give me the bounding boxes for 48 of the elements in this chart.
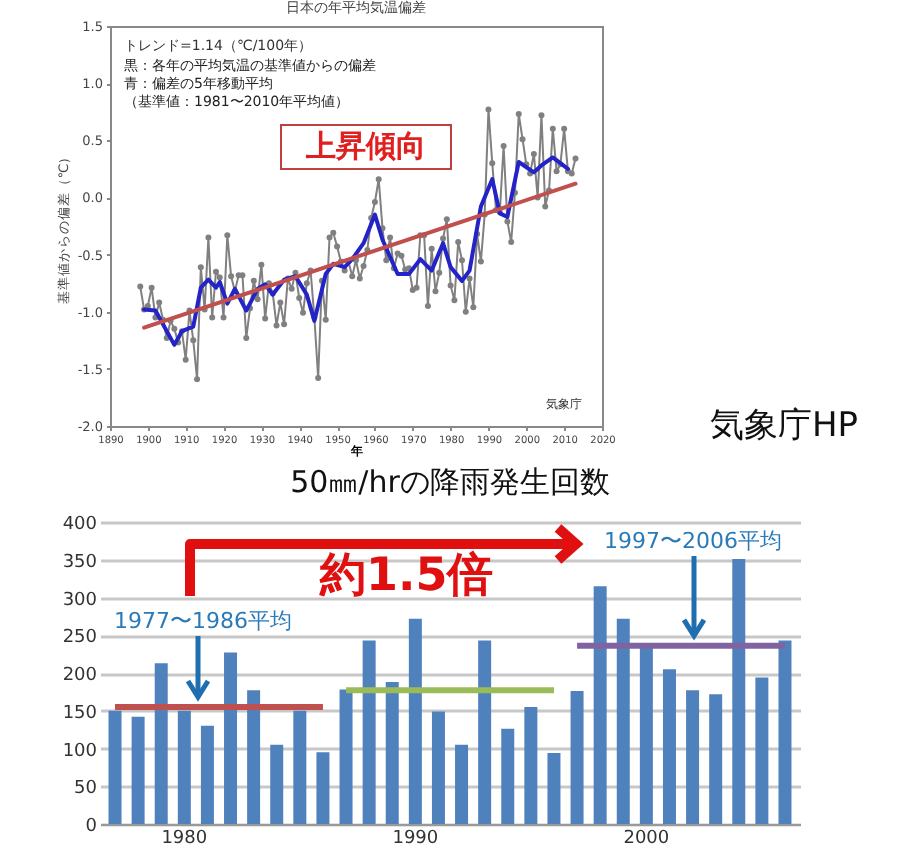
annotation: 1977〜1986平均 xyxy=(114,608,292,634)
bar xyxy=(154,663,168,824)
y-tick-label: 300 xyxy=(62,590,98,611)
bar xyxy=(224,652,238,824)
text: 気象庁HP xyxy=(710,406,859,446)
bar xyxy=(593,586,607,824)
bar xyxy=(385,682,399,824)
bar xyxy=(778,640,792,824)
x-tick-label: 1980 xyxy=(161,829,208,849)
bar xyxy=(662,669,676,824)
bar xyxy=(408,618,422,824)
bar xyxy=(455,744,469,824)
y-tick-label: 400 xyxy=(62,515,98,535)
bar xyxy=(431,711,445,824)
bar xyxy=(616,618,630,824)
bar xyxy=(339,689,353,824)
bar xyxy=(177,710,191,824)
bar xyxy=(362,640,376,824)
bar xyxy=(108,710,122,824)
x-tick-label: 1990 xyxy=(392,829,439,849)
y-tick-label: 250 xyxy=(62,628,98,649)
bar xyxy=(293,710,307,824)
bar xyxy=(131,716,145,824)
y-tick-label: 200 xyxy=(62,666,98,686)
annotation: 約1.5倍 xyxy=(320,550,494,602)
bar xyxy=(501,728,515,824)
bar xyxy=(709,694,723,824)
y-tick-label: 0 xyxy=(85,817,98,837)
bar xyxy=(686,690,700,824)
bar xyxy=(570,691,584,824)
bar xyxy=(270,744,284,824)
chart-title: 50㎜/hrの降雨発生回数 xyxy=(290,464,610,500)
bar xyxy=(639,647,653,824)
x-tick-label: 2000 xyxy=(623,829,670,849)
bar xyxy=(200,725,214,824)
bar xyxy=(247,690,261,824)
y-tick-label: 100 xyxy=(62,741,98,762)
annotation: 1997〜2006平均 xyxy=(604,528,782,554)
y-tick-label: 150 xyxy=(62,703,98,724)
y-tick-label: 50 xyxy=(74,779,98,800)
bar xyxy=(478,640,492,824)
bar xyxy=(524,706,538,824)
bar xyxy=(732,559,746,824)
bar xyxy=(547,753,561,824)
bar xyxy=(316,752,330,824)
annotation: 上昇傾向 xyxy=(280,124,452,170)
bar xyxy=(755,677,769,824)
y-tick-label: 350 xyxy=(62,552,98,573)
